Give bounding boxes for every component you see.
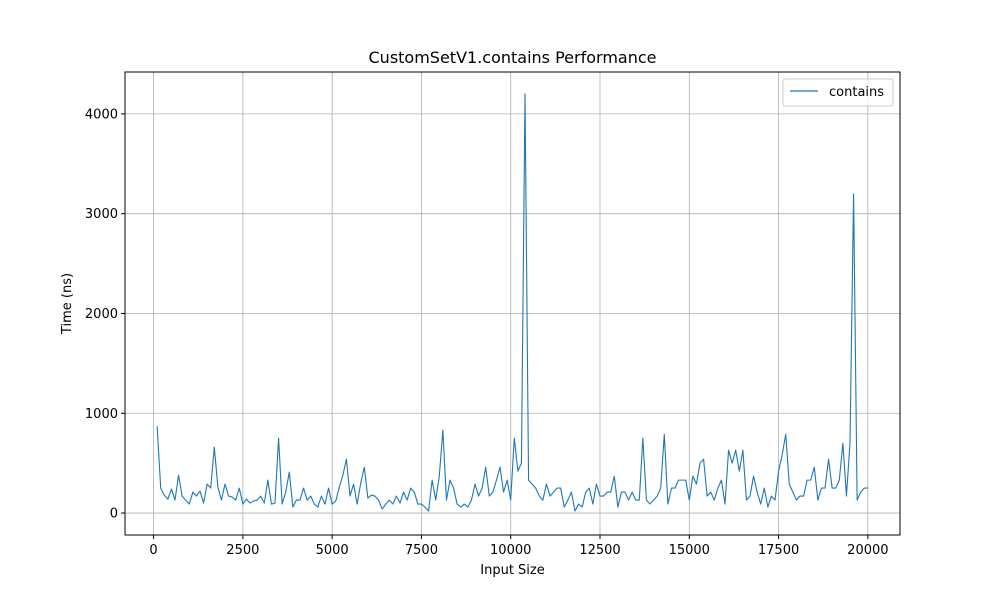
- x-tick-label: 2500: [226, 543, 259, 558]
- x-tick-label: 17500: [758, 543, 799, 558]
- chart-title: CustomSetV1.contains Performance: [369, 48, 657, 67]
- x-tick-label: 7500: [405, 543, 438, 558]
- legend-label-contains: contains: [829, 85, 884, 100]
- y-axis: 0 1000 2000 3000 4000: [85, 107, 125, 522]
- y-tick-label: 4000: [85, 107, 118, 122]
- y-axis-label: Time (ns): [60, 273, 75, 335]
- plot-area: [125, 72, 900, 535]
- y-tick-label: 3000: [85, 207, 118, 222]
- plot-frame: [124, 71, 901, 536]
- grid: [125, 72, 900, 535]
- x-tick-label: 20000: [847, 543, 888, 558]
- x-tick-label: 5000: [316, 543, 349, 558]
- x-axis: 0 2500 5000 7500 10000 12500 15000 17500 20000: [149, 535, 889, 558]
- series-line-contains: [156, 93, 868, 512]
- x-tick-label: 0: [149, 543, 157, 558]
- x-tick-label: 10000: [490, 543, 531, 558]
- y-tick-label: 2000: [85, 307, 118, 322]
- y-tick-label: 0: [110, 507, 118, 522]
- x-tick-label: 15000: [669, 543, 710, 558]
- series-layer: [156, 93, 868, 512]
- x-axis-label: Input Size: [480, 563, 544, 578]
- y-tick-label: 1000: [85, 407, 118, 422]
- x-tick-label: 12500: [579, 543, 620, 558]
- legend-box: [782, 78, 894, 107]
- legend: contains: [782, 78, 894, 107]
